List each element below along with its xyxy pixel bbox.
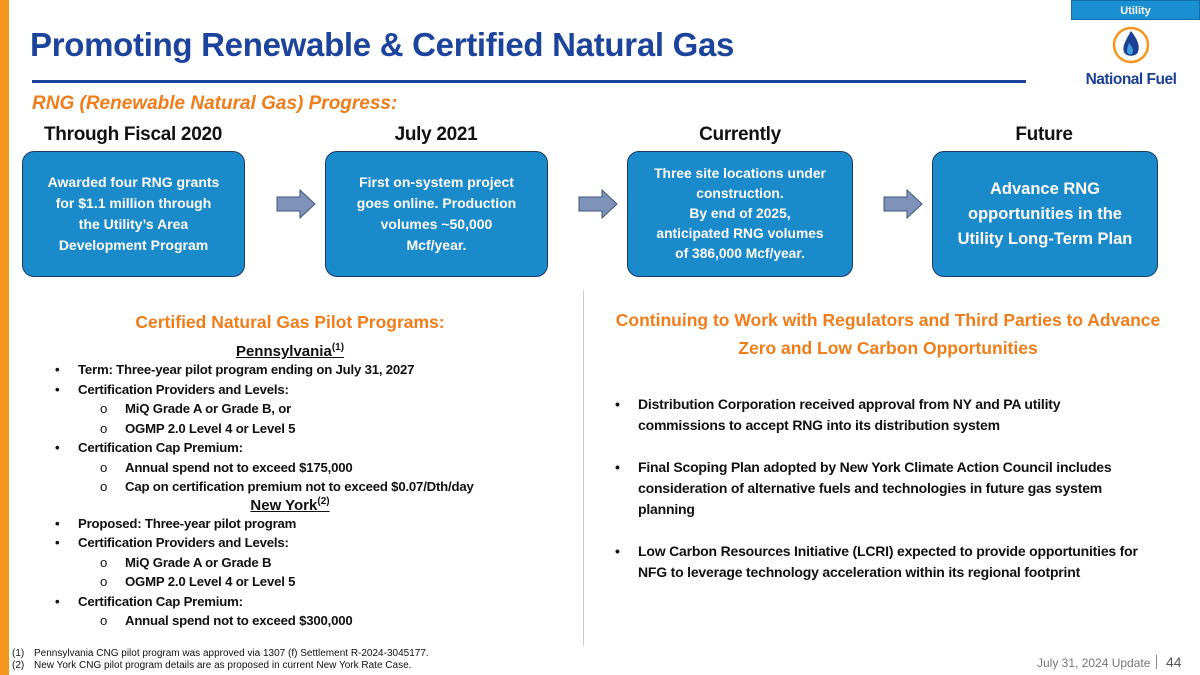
bullet-icon: • [55, 593, 60, 609]
ny-title: New York [250, 496, 318, 514]
logo-text: National Fuel [1085, 71, 1177, 88]
list-item: • Term: Three-year pilot program ending o… [40, 360, 540, 380]
bullet-icon: • [615, 543, 620, 559]
list-item: o Annual spend not to exceed $300,000 [40, 611, 540, 631]
sub-bullet-icon: o [100, 479, 108, 494]
list-item: • Low Carbon Resources Initiative (LCRI) … [615, 541, 1140, 583]
bullet-icon: • [55, 515, 60, 531]
list-item: o OGMP 2.0 Level 4 or Level 5 [40, 419, 540, 439]
regulators-section: Continuing to Work with Regulators and T… [600, 306, 1176, 604]
list-item-text: MiQ Grade A or Grade B, or [125, 401, 292, 416]
list-item: • Certification Providers and Levels: [40, 380, 540, 400]
timeline-box: Advance RNG opportunities in the Utility… [932, 151, 1158, 277]
bullet-icon: • [615, 396, 620, 412]
pa-note: (1) [331, 342, 345, 353]
footnote-text: New York CNG pilot program details are a… [34, 660, 412, 671]
timeline-heading: Future [1015, 124, 1073, 145]
sub-bullet-icon: o [100, 401, 108, 416]
page-number: 44 [1166, 654, 1182, 670]
list-item: • Certification Providers and Levels: [40, 533, 540, 553]
sub-bullet-icon: o [100, 420, 108, 436]
list-item: o MiQ Grade A or Grade B [40, 553, 540, 573]
footer-separator [1156, 655, 1157, 669]
bullet-icon: • [55, 535, 60, 550]
list-item: • Proposed: Three-year pilot program [40, 514, 540, 534]
timeline-heading: Through Fiscal 2020 [43, 124, 223, 145]
section-badge: Utility [1071, 0, 1200, 20]
list-item-text: OGMP 2.0 Level 4 or Level 5 [125, 574, 296, 589]
list-item-text: Cap on certification premium not to exce… [125, 479, 474, 494]
list-item-text: Annual spend not to exceed $175,000 [125, 459, 353, 475]
list-item-text: Certification Providers and Levels: [78, 535, 289, 550]
cng-heading: Certified Natural Gas Pilot Programs: [135, 312, 445, 332]
column-divider [583, 290, 584, 646]
footnotes: (1) Pennsylvania CNG pilot program was ap… [12, 648, 429, 672]
list-item: o OGMP 2.0 Level 4 or Level 5 [40, 572, 540, 592]
pa-heading: Pennsylvania(1) [40, 342, 540, 360]
list-item: o Cap on certification premium not to exc… [40, 477, 540, 497]
list-item: • Certification Cap Premium: [40, 592, 540, 612]
timeline-box: Awarded four RNG grants for $1.1 million… [22, 151, 245, 277]
national-fuel-logo: National Fuel [1072, 26, 1190, 88]
list-item: • Certification Cap Premium: [40, 438, 540, 458]
timeline-heading: July 2021 [394, 124, 478, 145]
footnote: (1) Pennsylvania CNG pilot program was ap… [12, 648, 429, 660]
list-item: o Annual spend not to exceed $175,000 [40, 458, 540, 478]
cng-pilot-section: Certified Natural Gas Pilot Programs: Pe… [40, 308, 540, 631]
timeline-box: Three site locations under construction.… [627, 151, 853, 277]
flame-icon [1112, 26, 1150, 64]
pa-title: Pennsylvania [235, 343, 332, 360]
regulators-heading: Continuing to Work with Regulators and T… [615, 310, 1161, 358]
bullet-icon: • [55, 362, 60, 377]
list-item-text: MiQ Grade A or Grade B [125, 554, 272, 570]
footer-date: July 31, 2024 Update [1037, 656, 1151, 670]
list-item-text: Annual spend not to exceed $300,000 [125, 613, 353, 628]
list-item-text: OGMP 2.0 Level 4 or Level 5 [125, 420, 296, 436]
list-item: • Final Scoping Plan adopted by New York … [615, 457, 1140, 520]
title-underline [32, 80, 1026, 83]
list-item-text: Low Carbon Resources Initiative (LCRI) e… [638, 543, 1138, 580]
list-item: o MiQ Grade A or Grade B, or [40, 399, 540, 419]
list-item-text: Certification Cap Premium: [78, 440, 243, 455]
sub-bullet-icon: o [100, 459, 108, 475]
list-item-text: Distribution Corporation received approv… [638, 396, 1061, 433]
footnote-number: (1) [12, 648, 25, 659]
bullet-icon: • [55, 440, 60, 455]
timeline-heading: Currently [699, 124, 781, 145]
footnote-text: Pennsylvania CNG pilot program was appro… [34, 648, 429, 659]
sub-bullet-icon: o [100, 554, 108, 570]
list-item: • Distribution Corporation received appro… [615, 394, 1140, 436]
list-item-text: Final Scoping Plan adopted by New York C… [638, 459, 1112, 517]
arrow-right-icon [578, 189, 618, 219]
bullet-icon: • [615, 459, 620, 475]
section-subtitle: RNG (Renewable Natural Gas) Progress: [32, 93, 398, 114]
ny-heading: New York(2) [40, 496, 540, 514]
list-item-text: Proposed: Three-year pilot program [78, 515, 297, 531]
list-item-text: Certification Providers and Levels: [78, 381, 289, 397]
bullet-icon: • [55, 381, 60, 397]
list-item-text: Term: Three-year pilot program ending on… [78, 362, 415, 377]
list-item-text: Certification Cap Premium: [78, 593, 243, 609]
footnote-number: (2) [12, 660, 25, 671]
timeline-box: First on-system project goes online. Pro… [325, 151, 548, 277]
ny-note: (2) [317, 495, 330, 507]
arrow-right-icon [276, 189, 316, 219]
left-accent-bar [0, 0, 9, 675]
arrow-right-icon [883, 189, 923, 219]
footnote: (2) New York CNG pilot program details ar… [12, 660, 429, 672]
page-title: Promoting Renewable & Certified Natural … [30, 26, 735, 63]
sub-bullet-icon: o [100, 574, 108, 589]
sub-bullet-icon: o [100, 613, 108, 628]
